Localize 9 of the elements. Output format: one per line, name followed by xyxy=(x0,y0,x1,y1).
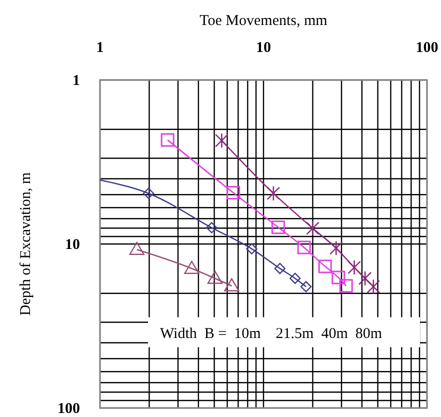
y-tick-label: 100 xyxy=(58,401,80,417)
x-tick-label: 1 xyxy=(96,40,104,56)
x-axis-title: Toe Movements, mm xyxy=(200,13,328,29)
y-tick-label: 10 xyxy=(65,237,80,253)
y-tick-label: 1 xyxy=(72,73,80,89)
annotation: Width B = 10m 21.5m 40m 80m xyxy=(160,326,382,342)
y-axis-title: Depth of Excavation, m xyxy=(18,172,34,316)
x-tick-label: 10 xyxy=(256,40,271,56)
x-tick-label: 100 xyxy=(416,40,438,56)
